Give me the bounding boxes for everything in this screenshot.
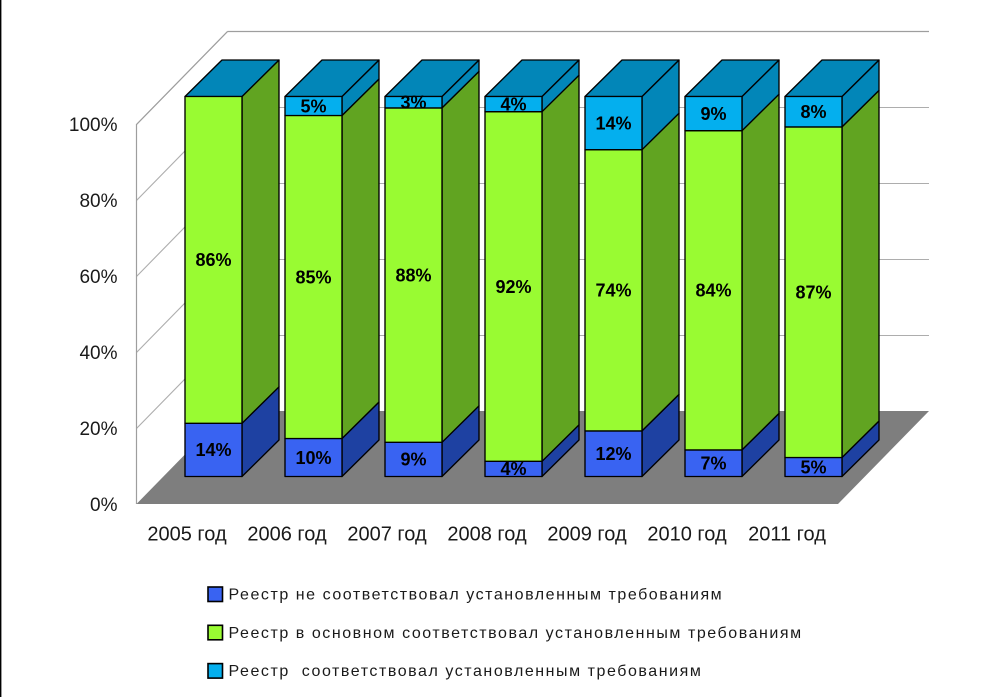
svg-text:9%: 9% (400, 450, 426, 470)
svg-text:87%: 87% (795, 283, 831, 303)
svg-text:86%: 86% (195, 250, 231, 270)
svg-text:85%: 85% (295, 267, 331, 287)
svg-text:5%: 5% (800, 457, 826, 477)
svg-text:60%: 60% (79, 267, 117, 288)
svg-text:20%: 20% (79, 419, 117, 440)
svg-text:Реестр соответствовал установ: Реестр соответствовал установленным треб… (229, 663, 703, 680)
svg-text:5%: 5% (300, 96, 326, 116)
svg-text:14%: 14% (195, 440, 231, 460)
svg-text:80%: 80% (79, 191, 117, 212)
svg-text:14%: 14% (595, 113, 631, 133)
svg-text:88%: 88% (395, 265, 431, 285)
svg-text:7%: 7% (700, 454, 726, 474)
svg-text:2007 год: 2007 год (347, 524, 427, 546)
svg-text:2010 год: 2010 год (647, 524, 727, 546)
svg-text:9%: 9% (700, 104, 726, 124)
svg-text:2009 год: 2009 год (547, 524, 627, 546)
svg-text:74%: 74% (595, 281, 631, 301)
svg-text:4%: 4% (500, 459, 526, 479)
svg-text:40%: 40% (79, 343, 117, 364)
svg-text:84%: 84% (695, 281, 731, 301)
svg-text:12%: 12% (595, 444, 631, 464)
svg-text:10%: 10% (295, 448, 331, 468)
svg-text:2008 год: 2008 год (447, 524, 527, 546)
svg-text:0%: 0% (90, 495, 118, 516)
svg-text:8%: 8% (800, 102, 826, 122)
svg-text:2005 год: 2005 год (147, 524, 227, 546)
svg-text:4%: 4% (500, 94, 526, 114)
svg-text:100%: 100% (69, 115, 118, 136)
svg-text:3%: 3% (400, 93, 426, 113)
svg-text:92%: 92% (495, 277, 531, 297)
svg-text:2011 год: 2011 год (748, 524, 826, 546)
svg-text:2006 год: 2006 год (247, 524, 327, 546)
svg-text:Реестр не соответствовал устан: Реестр не соответствовал установленным т… (229, 587, 724, 604)
svg-text:Реестр в основном соответствов: Реестр в основном соответствовал установ… (229, 625, 803, 642)
